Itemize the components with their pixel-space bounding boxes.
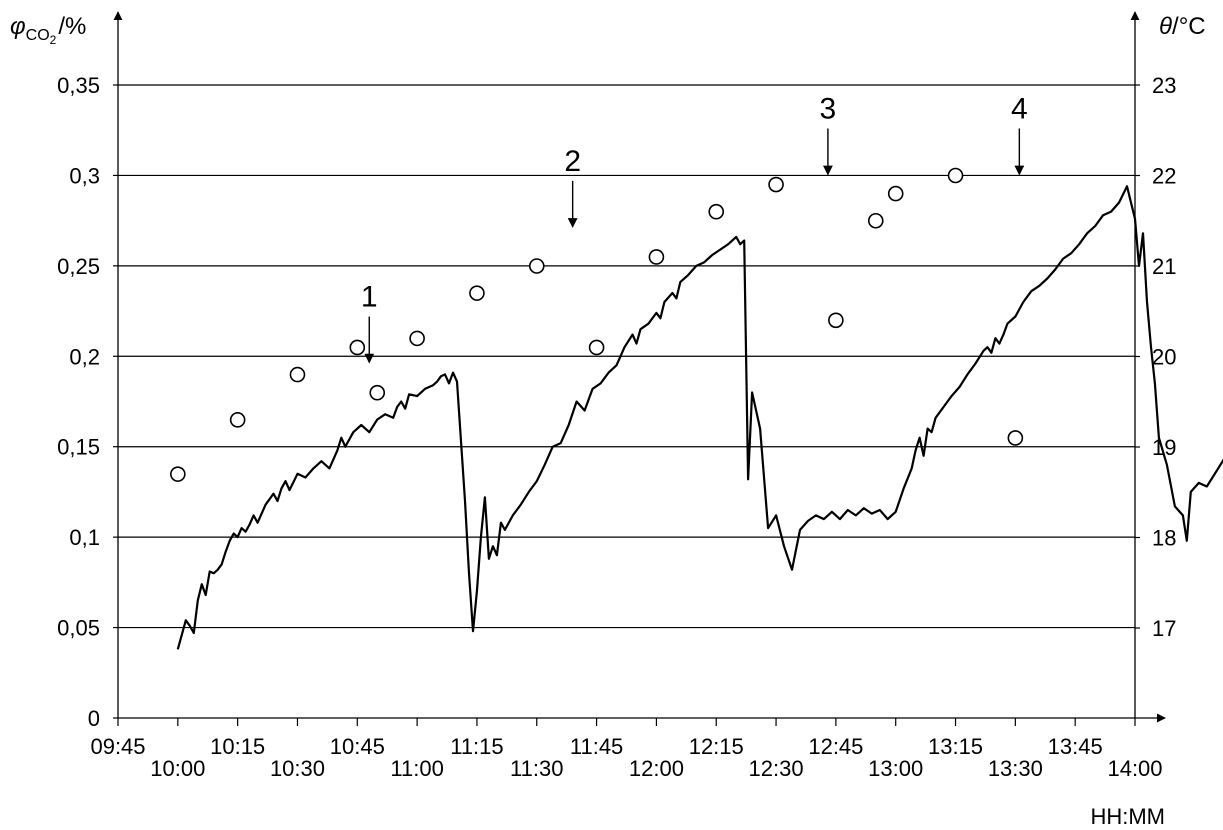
annotation-label-1: 1 [361,281,378,314]
right-tick-label-1: 18 [1152,526,1176,551]
temperature-point-0 [170,466,186,482]
x-tick-label-12: 12:45 [808,734,863,759]
x-tick-label-3: 10:30 [270,756,325,781]
left-tick-label-5: 0,25 [57,254,100,279]
x-tick-label-8: 11:45 [570,734,623,759]
temperature-point-14 [887,185,904,202]
left-axis-label: φCO2/% [10,13,86,47]
x-tick-label-13: 13:00 [868,756,923,781]
axis-labels: φCO2/% θ/°C HH:MM [10,13,1206,829]
x-tick-label-5: 11:00 [390,756,443,781]
x-tick-label-11: 12:30 [749,756,804,781]
temperature-point-5 [409,330,425,347]
x-tick-label-7: 11:30 [510,756,563,781]
annotation-label-3: 3 [820,92,837,125]
annotation-label-4: 4 [1011,92,1028,125]
ticks: 00,050,10,150,20,250,30,3517181920212223… [57,73,1176,781]
x-tick-label-17: 14:00 [1107,756,1162,781]
x-tick-label-6: 11:15 [450,734,503,759]
left-tick-label-1: 0,05 [57,616,100,641]
right-tick-label-3: 20 [1152,345,1176,370]
left-tick-label-4: 0,2 [69,344,100,369]
gridlines [118,84,1135,629]
left-tick-label-7: 0,35 [57,73,100,98]
left-tick-label-3: 0,15 [57,435,100,460]
right-axis-label: θ/°C [1159,13,1206,40]
x-unit-label: HH:MM [1090,804,1165,829]
temperature-point-15 [947,167,964,184]
left-tick-label-6: 0,3 [69,163,100,188]
temperature-point-10 [708,203,725,220]
annotations: 1 2 3 4 [361,92,1028,364]
x-tick-label-9: 12:00 [629,756,684,781]
axes [113,11,1166,723]
temperature-point-2 [289,366,306,383]
left-tick-label-0: 0 [88,706,100,731]
temperature-point-12 [828,312,844,329]
temperature-point-8 [588,339,605,356]
x-tick-label-14: 13:15 [928,734,983,759]
x-tick-label-10: 12:15 [689,734,744,759]
x-tick-label-2: 10:15 [210,734,265,759]
temperature-point-9 [648,249,665,265]
right-tick-label-4: 21 [1152,254,1176,279]
temperature-point-4 [369,384,386,401]
temperature-point-1 [229,412,246,428]
temperature-point-6 [469,285,485,301]
left-tick-label-2: 0,1 [69,525,100,550]
x-tick-label-15: 13:30 [988,756,1043,781]
right-tick-label-0: 17 [1152,616,1176,641]
annotation-label-2: 2 [564,145,581,178]
temperature-point-3 [349,339,366,356]
x-tick-label-1: 10:00 [150,756,205,781]
right-tick-label-6: 23 [1152,73,1176,98]
x-tick-label-4: 10:45 [330,734,385,759]
temperature-point-7 [528,258,545,274]
right-tick-label-5: 22 [1152,164,1176,189]
co2-line-series [176,185,1223,650]
temperature-point-16 [1007,430,1024,446]
x-tick-label-0: 09:45 [90,734,145,759]
x-tick-label-16: 13:45 [1048,734,1103,759]
series-layer [170,167,1223,650]
temperature-point-11 [768,176,784,193]
temperature-point-13 [867,212,884,229]
